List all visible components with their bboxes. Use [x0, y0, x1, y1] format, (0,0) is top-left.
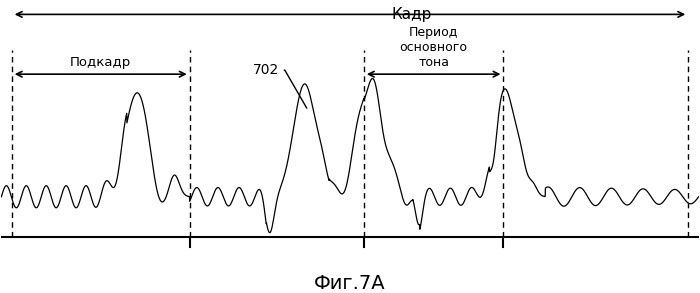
- Text: Кадр: Кадр: [392, 7, 432, 22]
- Text: Фиг.7А: Фиг.7А: [314, 274, 386, 293]
- Text: 702: 702: [253, 63, 307, 108]
- Text: Подкадр: Подкадр: [70, 56, 132, 69]
- Text: Период
основного
тона: Период основного тона: [400, 26, 468, 69]
